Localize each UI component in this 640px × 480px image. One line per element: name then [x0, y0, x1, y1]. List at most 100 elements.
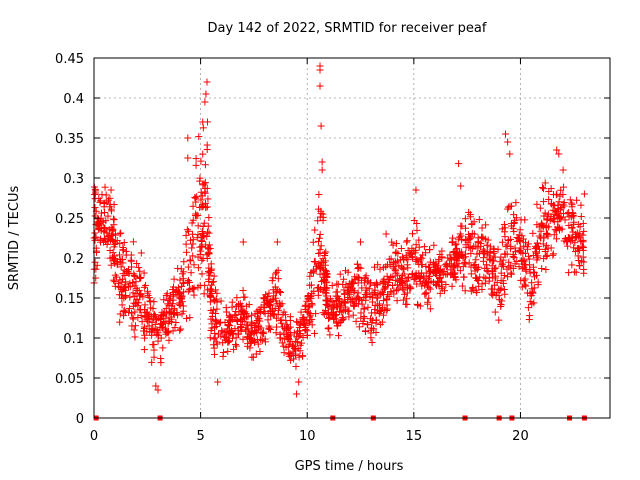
data-point: [306, 272, 314, 280]
data-point: [96, 197, 104, 205]
data-point: [498, 260, 506, 268]
data-point: [99, 218, 107, 226]
data-point: [169, 286, 177, 294]
data-point: [296, 331, 304, 339]
data-point: [322, 257, 330, 265]
data-point: [366, 280, 374, 288]
data-point: [549, 251, 557, 259]
data-point: [464, 230, 472, 238]
data-point: [202, 90, 210, 98]
data-point: [191, 193, 199, 201]
data-point: [245, 301, 253, 309]
data-point: [197, 196, 205, 204]
data-point: [316, 66, 324, 74]
data-point: [484, 236, 492, 244]
data-point: [210, 272, 218, 280]
data-point: [508, 270, 516, 278]
data-point: [497, 300, 505, 308]
data-point: [315, 284, 323, 292]
data-point: [474, 234, 482, 242]
y-tick-label: 0.3: [63, 172, 84, 187]
data-point: [528, 285, 536, 293]
data-point: [447, 271, 455, 279]
data-point: [109, 276, 117, 284]
data-point: [326, 298, 334, 306]
data-point: [311, 226, 319, 234]
data-point: [204, 195, 212, 203]
data-point: [164, 328, 172, 336]
data-point: [174, 284, 182, 292]
data-point: [165, 301, 173, 309]
data-point: [325, 324, 333, 332]
data-point: [293, 338, 301, 346]
data-point: [472, 287, 480, 295]
data-point: [547, 244, 555, 252]
data-point: [322, 306, 330, 314]
data-point: [403, 277, 411, 285]
data-point: [141, 301, 149, 309]
data-point: [500, 220, 508, 228]
data-point: [549, 206, 557, 214]
data-point: [197, 157, 205, 165]
data-point: [272, 286, 280, 294]
data-point: [491, 272, 499, 280]
data-point: [198, 270, 206, 278]
data-point: [192, 194, 200, 202]
data-point: [118, 301, 126, 309]
data-point: [542, 242, 550, 250]
data-point: [180, 288, 188, 296]
data-point: [116, 258, 124, 266]
data-point: [132, 278, 140, 286]
data-point: [248, 320, 256, 328]
data-point: [518, 264, 526, 272]
data-point: [276, 299, 284, 307]
data-point: [150, 353, 158, 361]
data-point: [542, 229, 550, 237]
data-point: [375, 310, 383, 318]
data-point: [266, 325, 274, 333]
data-point: [341, 298, 349, 306]
data-point: [412, 186, 420, 194]
data-point: [568, 224, 576, 232]
data-point: [306, 313, 314, 321]
data-point: [341, 299, 349, 307]
data-point: [316, 246, 324, 254]
data-point: [552, 208, 560, 216]
data-point: [498, 297, 506, 305]
data-point: [326, 313, 334, 321]
data-point: [421, 290, 429, 298]
data-point: [154, 337, 162, 345]
data-point: [169, 300, 177, 308]
x-tick-label: 0: [90, 429, 98, 444]
data-point: [107, 186, 115, 194]
data-point: [228, 298, 236, 306]
data-point: [339, 313, 347, 321]
data-point: [205, 229, 213, 237]
data-point: [187, 269, 195, 277]
data-point: [397, 244, 405, 252]
data-point: [413, 219, 421, 227]
data-point: [525, 255, 533, 263]
data-point: [479, 248, 487, 256]
data-point: [334, 322, 342, 330]
data-point: [443, 270, 451, 278]
data-point: [432, 280, 440, 288]
y-axis-label: SRMTID / TECUs: [7, 186, 22, 291]
data-point: [502, 130, 510, 138]
data-point: [199, 124, 207, 132]
data-point: [573, 245, 581, 253]
data-point: [178, 282, 186, 290]
data-point: [553, 146, 561, 154]
data-point: [96, 235, 104, 243]
data-point: [501, 290, 509, 298]
data-point: [505, 258, 513, 266]
data-point: [392, 269, 400, 277]
data-point: [231, 311, 239, 319]
data-point: [353, 293, 361, 301]
data-point: [111, 239, 119, 247]
data-point: [467, 270, 475, 278]
data-point: [490, 257, 498, 265]
data-point: [208, 265, 216, 273]
data-point: [524, 240, 532, 248]
data-point: [446, 251, 454, 259]
